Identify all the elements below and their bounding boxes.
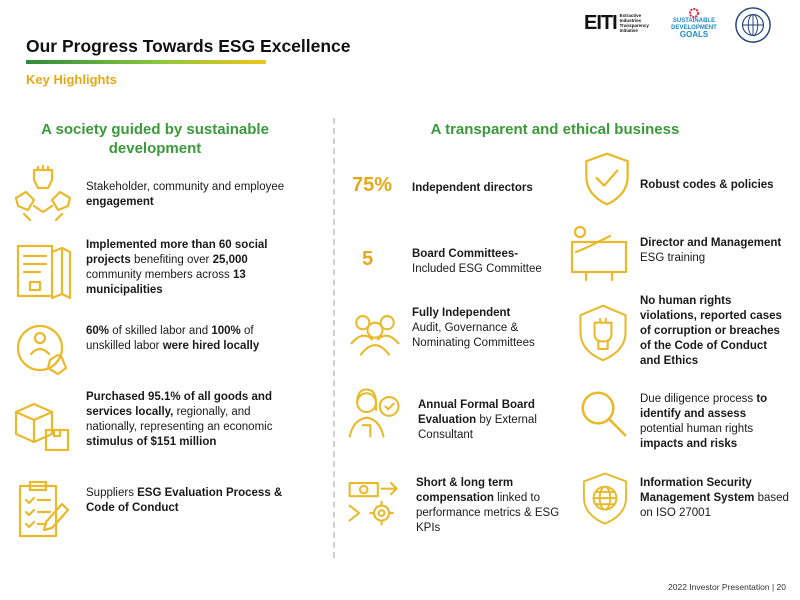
right-item-independent-directors: Independent directors bbox=[412, 182, 533, 194]
left-item-suppliers: Suppliers ESG Evaluation Process & Code … bbox=[86, 487, 283, 514]
globe-shield-icon bbox=[576, 470, 634, 528]
right-item-board-committees: Board Committees- Included ESG Committee bbox=[412, 248, 542, 275]
eiti-logo: EITI Extractive Industries Transparency … bbox=[584, 10, 664, 36]
left-item-engagement: Stakeholder, community and employee enga… bbox=[86, 181, 285, 208]
clipboard-icon bbox=[10, 476, 76, 542]
fist-crest-icon bbox=[572, 302, 634, 364]
eiti-logo-mark: EITI bbox=[584, 11, 618, 34]
sdg-logo-text: SUSTAINABLE DEVELOPMENT GOALS bbox=[671, 18, 717, 39]
right-item-esg-training: Director and Management ESG training bbox=[640, 237, 782, 264]
right-item-info-security: Information Security Management System b… bbox=[640, 477, 789, 519]
independent-directors-percent: 75% bbox=[352, 174, 393, 196]
un-global-compact-logo bbox=[734, 6, 772, 44]
un-globe-icon bbox=[735, 7, 771, 43]
right-item-robust-codes: Robust codes & policies bbox=[640, 179, 774, 191]
footer-page-label: 2022 Investor Presentation | 20 bbox=[668, 582, 786, 592]
hands-icon bbox=[10, 162, 76, 228]
training-board-icon bbox=[566, 222, 632, 282]
people-group-icon bbox=[344, 302, 406, 364]
money-gear-icon bbox=[344, 468, 406, 530]
right-section-heading: A transparent and ethical business bbox=[430, 121, 680, 138]
sdg-wheel-icon bbox=[689, 8, 699, 18]
board-committees-count: 5 bbox=[362, 248, 374, 270]
hiring-icon bbox=[10, 316, 76, 382]
document-map-icon bbox=[10, 238, 76, 304]
boxes-icon bbox=[10, 392, 76, 458]
left-item-local-purchasing: Purchased 95.1% of all goods and service… bbox=[86, 391, 273, 448]
right-item-independent-committees: Fully Independent Audit, Governance & No… bbox=[412, 307, 535, 349]
page-title: Our Progress Towards ESG Excellence bbox=[26, 36, 351, 56]
eiti-logo-text: Extractive Industries Transparency Initi… bbox=[619, 13, 649, 33]
column-divider bbox=[333, 118, 335, 558]
shield-check-icon bbox=[576, 148, 638, 210]
left-section-heading: A society guided by sustainable developm… bbox=[41, 121, 269, 157]
page-subtitle: Key Highlights bbox=[26, 72, 118, 87]
right-item-due-diligence: Due diligence process to identify and as… bbox=[640, 393, 768, 450]
sdg-logo: SUSTAINABLE DEVELOPMENT GOALS bbox=[670, 8, 718, 39]
left-item-social-projects: Implemented more than 60 social projects… bbox=[86, 239, 268, 296]
title-gradient-bar bbox=[26, 60, 266, 64]
right-item-compensation: Short & long term compensation linked to… bbox=[416, 477, 560, 534]
right-item-no-violations: No human rights violations, reported cas… bbox=[640, 295, 782, 367]
woman-evaluation-icon bbox=[344, 382, 406, 444]
right-item-board-evaluation: Annual Formal Board Evaluation by Extern… bbox=[418, 399, 537, 441]
magnifier-icon bbox=[576, 386, 632, 442]
left-item-local-hiring: 60% of skilled labor and 100% of unskill… bbox=[86, 325, 260, 352]
